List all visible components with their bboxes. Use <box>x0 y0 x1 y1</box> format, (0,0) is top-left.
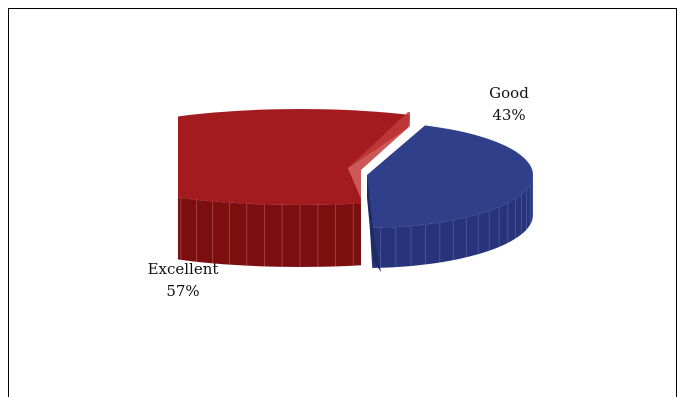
chart-border <box>8 8 677 397</box>
pie-slice-excellent-cut-face <box>348 112 410 198</box>
pie-slice-good <box>367 122 533 272</box>
slice-label-excellent-name: Excellent <box>148 260 219 278</box>
chart-frame: Good 43% Excellent 57% <box>8 0 677 397</box>
pie-slice-excellent <box>178 109 410 267</box>
pie-slice-good-facets <box>380 179 533 268</box>
slice-label-good-percent: 43% <box>492 106 525 124</box>
slice-label-good-name: Good <box>489 84 529 102</box>
pie-slice-good-top <box>367 122 533 228</box>
pie-slice-excellent-top <box>178 109 410 205</box>
pie-slice-good-cut-face <box>367 175 381 272</box>
pie-chart: Good 43% Excellent 57% <box>8 8 677 397</box>
slice-label-excellent-percent: 57% <box>166 282 199 300</box>
pie-slice-good-side <box>367 175 533 268</box>
